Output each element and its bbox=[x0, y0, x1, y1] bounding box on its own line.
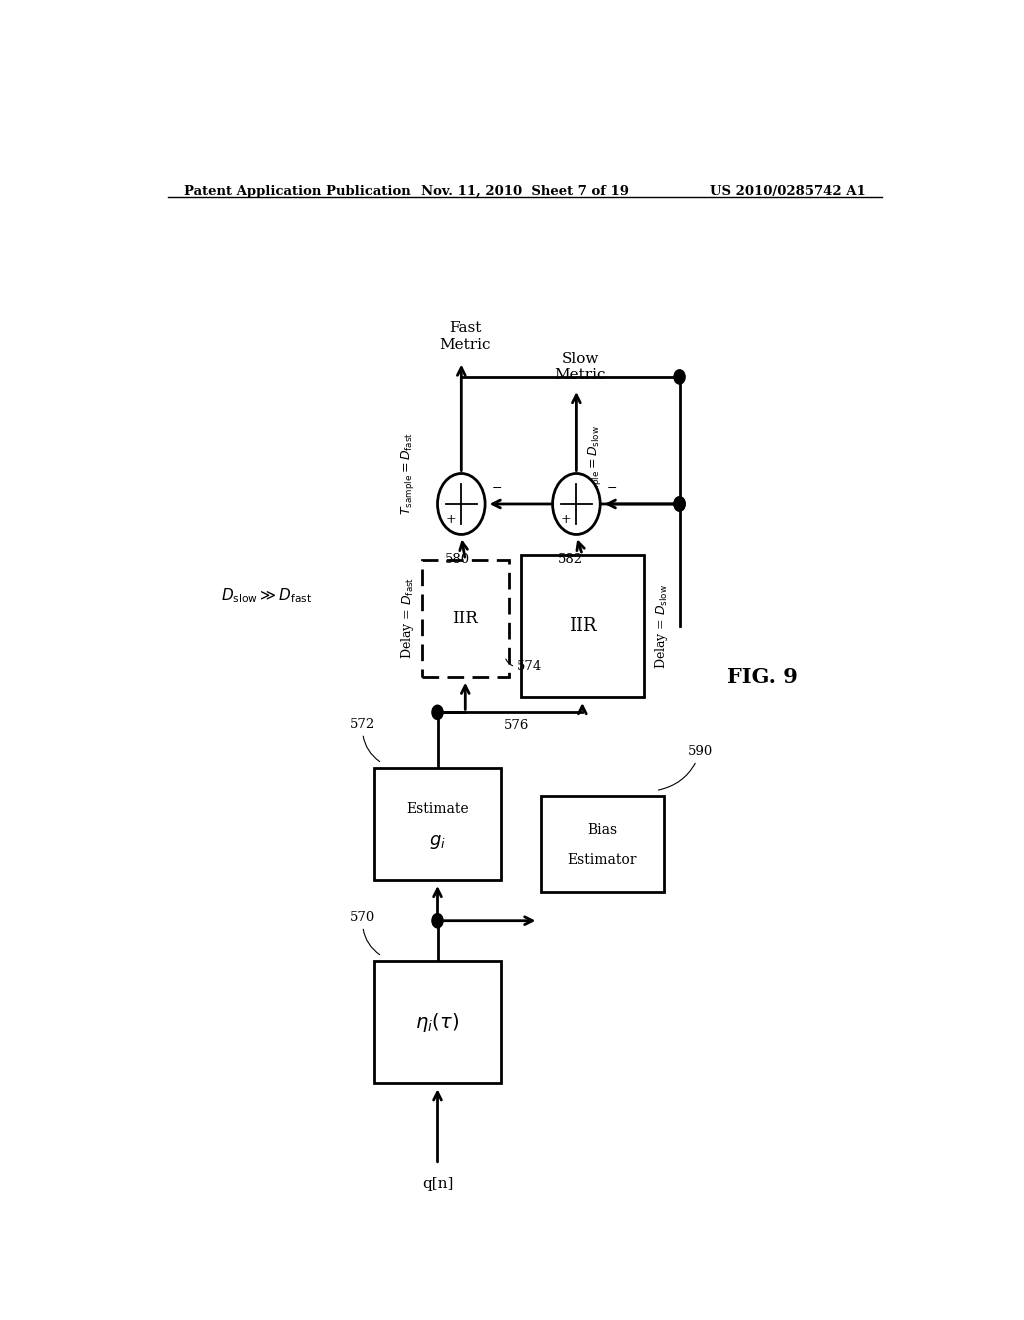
Text: $g_i$: $g_i$ bbox=[429, 833, 445, 851]
Text: Slow
Metric: Slow Metric bbox=[555, 352, 606, 381]
Text: +: + bbox=[445, 512, 456, 525]
Text: 582: 582 bbox=[557, 553, 583, 566]
Text: Bias: Bias bbox=[587, 822, 617, 837]
Text: $T_{\mathrm{sample}} = D_{\mathrm{slow}}$: $T_{\mathrm{sample}} = D_{\mathrm{slow}}… bbox=[586, 425, 603, 511]
Text: Patent Application Publication: Patent Application Publication bbox=[183, 185, 411, 198]
Text: 576: 576 bbox=[504, 719, 529, 733]
Circle shape bbox=[432, 913, 443, 928]
Text: $\eta_i(\tau)$: $\eta_i(\tau)$ bbox=[416, 1011, 460, 1034]
Circle shape bbox=[674, 496, 685, 511]
Text: $D_{\mathrm{slow}} \gg D_{\mathrm{fast}}$: $D_{\mathrm{slow}} \gg D_{\mathrm{fast}}… bbox=[221, 586, 312, 605]
Text: Fast
Metric: Fast Metric bbox=[439, 321, 492, 351]
Bar bbox=[374, 768, 501, 880]
Bar bbox=[374, 961, 501, 1084]
Text: 574: 574 bbox=[517, 660, 542, 673]
Text: Estimate: Estimate bbox=[407, 801, 469, 816]
Text: 572: 572 bbox=[350, 718, 380, 762]
Text: q[n]: q[n] bbox=[422, 1177, 454, 1191]
Bar bbox=[521, 554, 644, 697]
Text: Nov. 11, 2010  Sheet 7 of 19: Nov. 11, 2010 Sheet 7 of 19 bbox=[421, 185, 629, 198]
Text: 580: 580 bbox=[444, 553, 470, 566]
Text: IIR: IIR bbox=[568, 616, 596, 635]
Text: Delay = $D_{\mathrm{fast}}$: Delay = $D_{\mathrm{fast}}$ bbox=[398, 577, 416, 660]
Text: $T_{\mathrm{sample}} = D_{\mathrm{fast}}$: $T_{\mathrm{sample}} = D_{\mathrm{fast}}… bbox=[398, 432, 416, 515]
Text: Estimator: Estimator bbox=[567, 853, 637, 867]
Circle shape bbox=[432, 705, 443, 719]
Circle shape bbox=[553, 474, 600, 535]
Text: −: − bbox=[492, 482, 502, 495]
Text: −: − bbox=[606, 482, 617, 495]
Text: US 2010/0285742 A1: US 2010/0285742 A1 bbox=[711, 185, 866, 198]
Text: IIR: IIR bbox=[453, 610, 478, 627]
Circle shape bbox=[674, 496, 685, 511]
Text: 570: 570 bbox=[350, 911, 380, 954]
Circle shape bbox=[437, 474, 485, 535]
Text: FIG. 9: FIG. 9 bbox=[727, 667, 799, 686]
Circle shape bbox=[674, 370, 685, 384]
Text: 590: 590 bbox=[658, 744, 713, 791]
Bar bbox=[422, 560, 509, 677]
Text: +: + bbox=[560, 512, 571, 525]
Bar bbox=[541, 796, 664, 892]
Text: Delay = $D_{\mathrm{slow}}$: Delay = $D_{\mathrm{slow}}$ bbox=[652, 583, 670, 668]
